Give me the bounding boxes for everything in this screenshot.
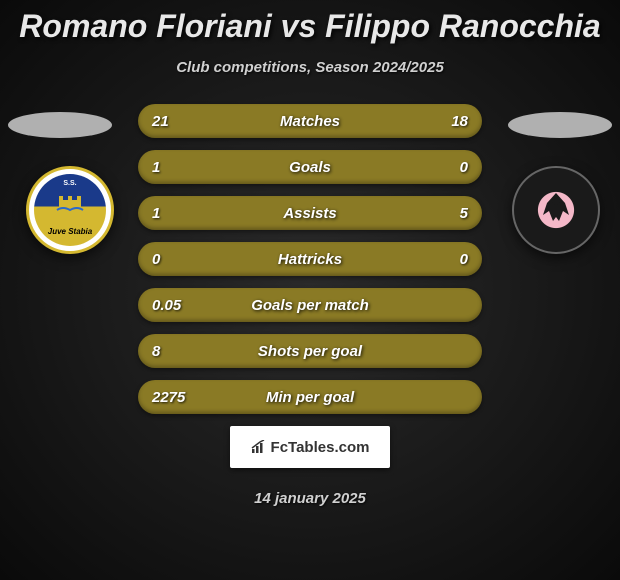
stat-row: 8Shots per goal (138, 334, 482, 368)
fctables-logo: FcTables.com (230, 426, 390, 468)
stat-label: Shots per goal (202, 343, 418, 360)
stat-value-left: 8 (152, 343, 202, 360)
subtitle: Club competitions, Season 2024/2025 (0, 59, 620, 76)
stat-row: 21Matches18 (138, 104, 482, 138)
castle-icon (55, 192, 85, 212)
stats-table: 21Matches181Goals01Assists50Hattricks00.… (138, 104, 482, 414)
stat-row: 1Assists5 (138, 196, 482, 230)
stat-value-left: 0 (152, 251, 202, 268)
stat-value-left: 0.05 (152, 297, 202, 314)
badge-bottom-text: Juve Stabia (48, 227, 92, 236)
ellipse-left (8, 112, 112, 138)
stat-label: Goals (202, 159, 418, 176)
chart-icon (251, 440, 267, 454)
logo-text: FcTables.com (271, 439, 370, 456)
team-badge-left: S.S. Juve Stabia (26, 166, 114, 254)
stat-value-right: 0 (418, 251, 468, 268)
juve-stabia-crest: S.S. Juve Stabia (34, 174, 106, 246)
page-title: Romano Floriani vs Filippo Ranocchia (0, 0, 620, 45)
badge-top-text: S.S. (63, 180, 76, 187)
stat-value-left: 1 (152, 205, 202, 222)
stat-label: Matches (202, 113, 418, 130)
stat-value-left: 2275 (152, 389, 202, 406)
stat-value-right: 18 (418, 113, 468, 130)
stat-label: Assists (202, 205, 418, 222)
eagle-icon (526, 180, 586, 240)
stat-row: 2275Min per goal (138, 380, 482, 414)
ellipse-right (508, 112, 612, 138)
stat-row: 1Goals0 (138, 150, 482, 184)
stat-label: Min per goal (202, 389, 418, 406)
stat-row: 0Hattricks0 (138, 242, 482, 276)
stat-label: Hattricks (202, 251, 418, 268)
stat-value-left: 21 (152, 113, 202, 130)
team-badge-right (512, 166, 600, 254)
palermo-crest (520, 174, 592, 246)
date-text: 14 january 2025 (0, 490, 620, 507)
stat-value-right: 0 (418, 159, 468, 176)
stat-row: 0.05Goals per match (138, 288, 482, 322)
stat-value-right: 5 (418, 205, 468, 222)
comparison-content: S.S. Juve Stabia 21Matches181Goals01Assi… (0, 104, 620, 414)
stat-value-left: 1 (152, 159, 202, 176)
stat-label: Goals per match (202, 297, 418, 314)
